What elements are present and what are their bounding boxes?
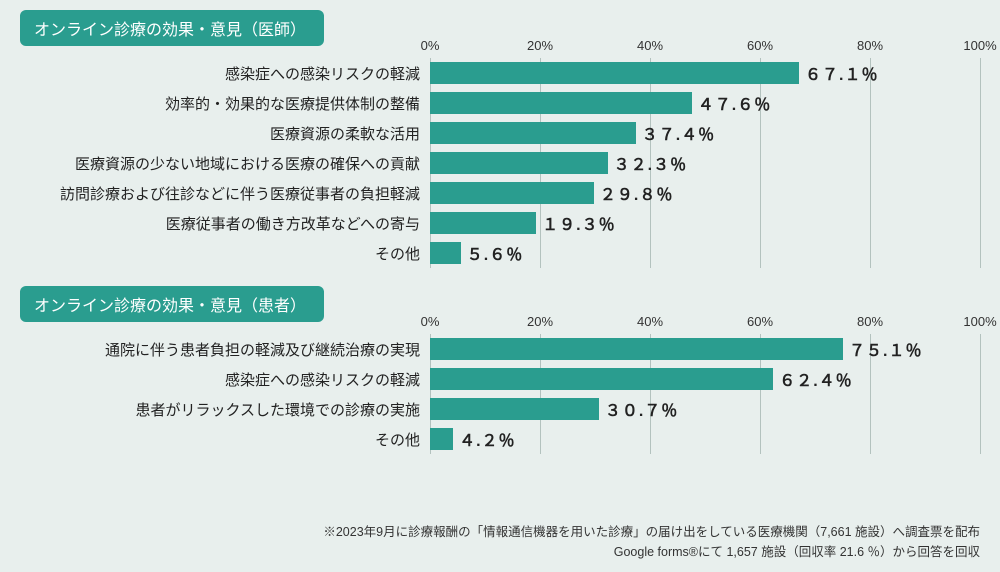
bar-value: １９.３％ [542,211,615,235]
bar-rows: 通院に伴う患者負担の軽減及び継続治療の実現７５.１％感染症への感染リスクの軽減６… [430,334,980,454]
footnote: ※2023年9月に診療報酬の「情報通信機器を用いた診療」の届け出をしている医療機… [323,522,980,562]
bar-value: ６７.１％ [805,61,878,85]
bar-row: その他５.６％ [430,238,980,268]
axis-tick: 100% [963,314,996,329]
axis-tick: 20% [527,314,553,329]
axis-tick: 40% [637,38,663,53]
bar: ４７.６％ [430,92,692,114]
bar-value: ３７.４％ [642,121,715,145]
axis-tick: 0% [421,38,440,53]
bar-label: 医療資源の少ない地域における医療の確保への貢献 [20,153,420,174]
bar: ３０.７％ [430,398,599,420]
axis-tick: 40% [637,314,663,329]
chart-title-patients: オンライン診療の効果・意見（患者） [20,286,324,322]
plot-area-patients: 0%20%40%60%80%100%通院に伴う患者負担の軽減及び継続治療の実現７… [430,314,980,454]
axis-tick: 0% [421,314,440,329]
bar-rows: 感染症への感染リスクの軽減６７.１％効率的・効果的な医療提供体制の整備４７.６％… [430,58,980,268]
bar: ３２.３％ [430,152,608,174]
gridline [980,334,981,454]
bar-row: 効率的・効果的な医療提供体制の整備４７.６％ [430,88,980,118]
x-axis: 0%20%40%60%80%100% [430,314,980,334]
bar-row: 通院に伴う患者負担の軽減及び継続治療の実現７５.１％ [430,334,980,364]
axis-tick: 80% [857,38,883,53]
footnote-line1: ※2023年9月に診療報酬の「情報通信機器を用いた診療」の届け出をしている医療機… [323,522,980,542]
chart-title-doctors: オンライン診療の効果・意見（医師） [20,10,324,46]
bar: ７５.１％ [430,338,843,360]
chart-doctors: オンライン診療の効果・意見（医師） 0%20%40%60%80%100%感染症へ… [20,10,980,268]
bar: ６２.４％ [430,368,773,390]
bar-row: その他４.２％ [430,424,980,454]
bar-label: 通院に伴う患者負担の軽減及び継続治療の実現 [20,339,420,360]
bar: ４.２％ [430,428,453,450]
bar-label: 訪問診療および往診などに伴う医療従事者の負担軽減 [20,183,420,204]
axis-tick: 100% [963,38,996,53]
axis-tick: 20% [527,38,553,53]
bar-row: 医療資源の柔軟な活用３７.４％ [430,118,980,148]
bar-label: 感染症への感染リスクの軽減 [20,63,420,84]
bar: ５.６％ [430,242,461,264]
bar-label: その他 [20,243,420,264]
bar-row: 感染症への感染リスクの軽減６２.４％ [430,364,980,394]
axis-tick: 60% [747,38,773,53]
axis-tick: 60% [747,314,773,329]
bar-row: 医療資源の少ない地域における医療の確保への貢献３２.３％ [430,148,980,178]
bar-row: 感染症への感染リスクの軽減６７.１％ [430,58,980,88]
bar-label: 感染症への感染リスクの軽減 [20,369,420,390]
bar: ２９.８％ [430,182,594,204]
bar: １９.３％ [430,212,536,234]
chart-patients: オンライン診療の効果・意見（患者） 0%20%40%60%80%100%通院に伴… [20,286,980,454]
bar-value: ５.６％ [467,241,523,265]
bar-label: 医療従事者の働き方改革などへの寄与 [20,213,420,234]
bar-value: ４７.６％ [698,91,771,115]
bar-value: ４.２％ [459,427,515,451]
bar-value: ２９.８％ [600,181,673,205]
bar: ３７.４％ [430,122,636,144]
bar-row: 患者がリラックスした環境での診療の実施３０.７％ [430,394,980,424]
bar: ６７.１％ [430,62,799,84]
axis-tick: 80% [857,314,883,329]
bar-label: その他 [20,429,420,450]
bar-row: 医療従事者の働き方改革などへの寄与１９.３％ [430,208,980,238]
x-axis: 0%20%40%60%80%100% [430,38,980,58]
bar-value: ３０.７％ [605,397,678,421]
gridline [980,58,981,268]
bar-label: 医療資源の柔軟な活用 [20,123,420,144]
footnote-line2: Google forms®にて 1,657 施設（回収率 21.6 ％）から回答… [323,542,980,562]
bar-value: ７５.１％ [849,337,922,361]
bar-label: 患者がリラックスした環境での診療の実施 [20,399,420,420]
bar-label: 効率的・効果的な医療提供体制の整備 [20,93,420,114]
plot-area-doctors: 0%20%40%60%80%100%感染症への感染リスクの軽減６７.１％効率的・… [430,38,980,268]
bar-value: ３２.３％ [614,151,687,175]
bar-value: ６２.４％ [779,367,852,391]
bar-row: 訪問診療および往診などに伴う医療従事者の負担軽減２９.８％ [430,178,980,208]
